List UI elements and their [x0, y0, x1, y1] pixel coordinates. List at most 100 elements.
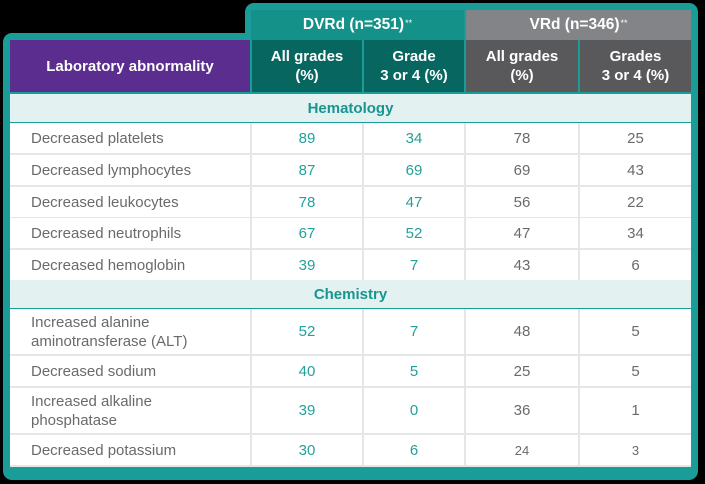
cell-vrd-grade-3-4: 25 — [627, 129, 644, 147]
cell-vrd-all-grades: 48 — [513, 323, 531, 340]
column-divider — [362, 356, 364, 386]
row-label: Increased alkaline phosphatase — [31, 392, 152, 429]
column-divider — [578, 218, 580, 248]
cell-dvrd-all-grades: 89 — [298, 129, 316, 147]
table-row: Decreased leukocytes 78 47 56 22 — [10, 187, 691, 217]
column-divider — [464, 356, 466, 386]
cell-vrd-all-grades: 43 — [513, 256, 531, 274]
column-divider — [362, 309, 364, 354]
column-divider — [250, 218, 252, 248]
section-header-hematology: Hematology — [10, 94, 691, 122]
table-row: Decreased hemoglobin 39 7 43 6 — [10, 250, 691, 280]
cell-dvrd-all-grades: 52 — [298, 323, 316, 340]
cell-vrd-grade-3-4: 1 — [631, 402, 640, 419]
cell-vrd-all-grades: 36 — [513, 402, 531, 419]
cell-dvrd-all-grades: 78 — [298, 193, 316, 211]
row-divider — [10, 433, 691, 435]
column-divider — [250, 250, 252, 280]
cell-dvrd-grade-3-4: 47 — [405, 193, 423, 211]
column-header-dvrd-all: All grades (%) — [252, 40, 362, 92]
column-divider — [464, 187, 466, 217]
cell-dvrd-grade-3-4: 34 — [405, 129, 423, 147]
column-divider — [362, 155, 364, 185]
table-row: Increased alkaline phosphatase 39 0 36 1 — [10, 388, 691, 433]
column-divider — [362, 435, 364, 465]
row-label: Decreased leukocytes — [31, 193, 179, 211]
row-label: Decreased hemoglobin — [31, 256, 186, 274]
cell-vrd-grade-3-4: 34 — [627, 224, 644, 242]
cell-dvrd-grade-3-4: 6 — [409, 441, 419, 459]
column-divider — [362, 388, 364, 433]
cell-vrd-grade-3-4: 5 — [631, 323, 640, 340]
column-divider — [250, 155, 252, 185]
table-row: Decreased platelets 89 34 78 25 — [10, 123, 691, 153]
table-row: Decreased sodium 40 5 25 5 — [10, 356, 691, 386]
cell-vrd-all-grades: 25 — [513, 362, 531, 380]
column-divider — [362, 218, 364, 248]
cell-vrd-grade-3-4: 5 — [631, 362, 640, 380]
column-divider — [578, 435, 580, 465]
row-divider — [10, 185, 691, 187]
lab-abnormality-table: DVRd (n=351) ** VRd (n=346) ** Laboratory … — [10, 10, 696, 475]
row-label: Decreased sodium — [31, 362, 157, 380]
cell-vrd-all-grades: 69 — [513, 161, 531, 179]
row-label: Decreased neutrophils — [31, 224, 182, 242]
cell-vrd-grade-3-4: 22 — [627, 193, 644, 211]
cell-vrd-all-grades: 78 — [513, 129, 531, 147]
column-divider — [464, 309, 466, 354]
row-divider — [10, 248, 691, 250]
group-header-dvrd: DVRd (n=351) ** — [251, 10, 464, 40]
column-divider — [578, 388, 580, 433]
group-header-vrd: VRd (n=346) ** — [466, 10, 691, 40]
cell-vrd-grade-3-4: 43 — [627, 161, 644, 179]
cell-vrd-grade-3-4: 3 — [631, 442, 640, 458]
column-divider — [250, 356, 252, 386]
column-divider — [578, 123, 580, 153]
column-divider — [250, 388, 252, 433]
section-header-chemistry: Chemistry — [10, 280, 691, 308]
footnote-mark: ** — [405, 18, 413, 28]
column-divider — [464, 123, 466, 153]
cell-dvrd-all-grades: 39 — [298, 256, 316, 274]
cell-vrd-all-grades: 47 — [513, 224, 531, 242]
cell-vrd-all-grades: 56 — [513, 193, 531, 211]
row-label: Decreased platelets — [31, 129, 164, 147]
footnote-mark: ** — [620, 18, 628, 28]
cell-dvrd-all-grades: 87 — [298, 161, 316, 179]
column-divider — [464, 435, 466, 465]
cell-dvrd-grade-3-4: 7 — [409, 323, 419, 340]
column-header-dvrd-g34: Grade 3 or 4 (%) — [364, 40, 464, 92]
column-divider — [578, 356, 580, 386]
column-divider — [362, 250, 364, 280]
group-label-vrd: VRd (n=346) — [529, 16, 620, 33]
table-row: Decreased potassium 30 6 24 3 — [10, 435, 691, 465]
table-row: Increased alanine aminotransferase (ALT)… — [10, 309, 691, 354]
column-divider — [464, 250, 466, 280]
cell-dvrd-all-grades: 39 — [298, 402, 316, 419]
cell-dvrd-grade-3-4: 5 — [409, 362, 419, 380]
cell-dvrd-grade-3-4: 0 — [409, 402, 419, 419]
column-divider — [578, 309, 580, 354]
column-divider — [362, 187, 364, 217]
column-divider — [464, 388, 466, 433]
row-label: Decreased lymphocytes — [31, 161, 192, 179]
column-divider — [578, 155, 580, 185]
row-divider — [10, 354, 691, 356]
group-label-dvrd: DVRd (n=351) — [302, 16, 405, 33]
cell-dvrd-grade-3-4: 52 — [405, 224, 423, 242]
row-divider — [10, 465, 691, 467]
row-divider — [10, 153, 691, 155]
column-divider — [464, 218, 466, 248]
cell-dvrd-grade-3-4: 69 — [405, 161, 423, 179]
table-row: Decreased lymphocytes 87 69 69 43 — [10, 155, 691, 185]
column-divider — [250, 123, 252, 153]
column-divider — [362, 123, 364, 153]
row-label: Increased alanine aminotransferase (ALT) — [31, 313, 188, 350]
cell-dvrd-all-grades: 30 — [298, 441, 316, 459]
row-divider — [10, 386, 691, 388]
cell-vrd-grade-3-4: 6 — [631, 256, 640, 274]
column-header-label: Laboratory abnormality — [10, 40, 250, 92]
column-divider — [250, 187, 252, 217]
cell-dvrd-all-grades: 67 — [298, 224, 316, 242]
column-divider — [464, 155, 466, 185]
